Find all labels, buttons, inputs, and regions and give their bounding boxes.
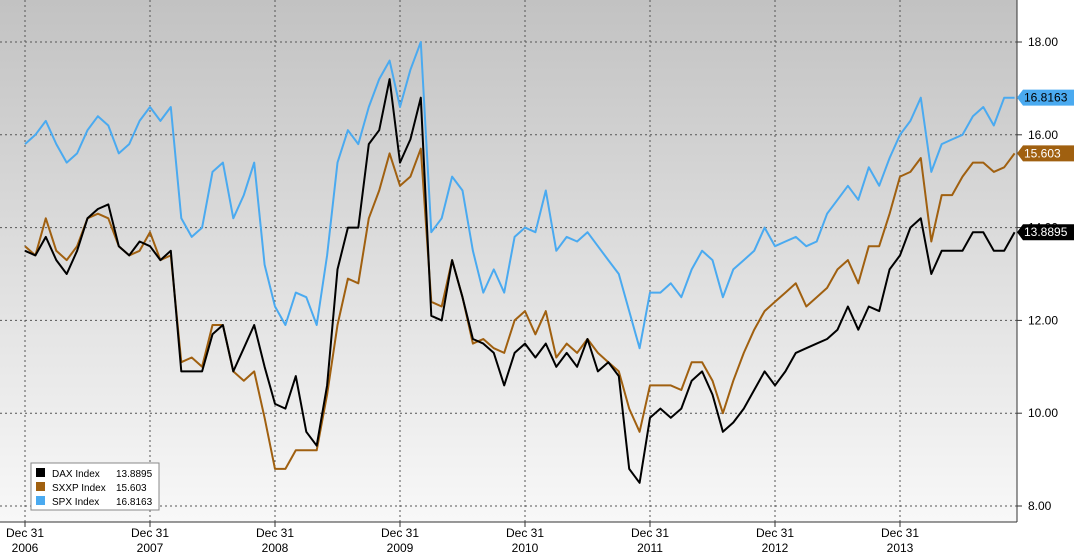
y-tick-label: 12.00 bbox=[1028, 313, 1058, 327]
y-tick-label: 16.00 bbox=[1028, 128, 1058, 142]
x-tick-label: Dec 31 bbox=[256, 526, 294, 540]
x-tick-year-label: 2008 bbox=[262, 541, 289, 555]
x-tick-year-label: 2011 bbox=[637, 541, 663, 555]
legend-swatch-dax bbox=[36, 468, 45, 477]
last-value-tag-dax bbox=[1017, 224, 1074, 241]
x-tick-label: Dec 31 bbox=[881, 526, 919, 540]
x-tick-year-label: 2012 bbox=[762, 541, 789, 555]
legend-box bbox=[30, 462, 160, 511]
legend-label-spx: SPX Index bbox=[52, 497, 99, 508]
series-line-dax bbox=[24, 78, 1016, 484]
x-tick-year-label: 2009 bbox=[387, 541, 414, 555]
gridlines bbox=[0, 0, 1017, 522]
y-axis-panel bbox=[1017, 0, 1074, 555]
series-line-sxxp bbox=[24, 147, 1016, 470]
y-tick-label: 10.00 bbox=[1028, 406, 1058, 420]
legend-swatch-spx bbox=[36, 496, 45, 505]
y-tick-label: 8.00 bbox=[1028, 499, 1052, 513]
last-value-label-sxxp: 15.603 bbox=[1024, 146, 1061, 160]
x-tick-year-label: 2010 bbox=[512, 541, 539, 555]
x-tick-label: Dec 31 bbox=[506, 526, 544, 540]
last-value-tags: 13.8895 15.603 16.8163 bbox=[1017, 89, 1074, 241]
x-tick-year-label: 2007 bbox=[137, 541, 164, 555]
legend-value-dax: 13.8895 bbox=[116, 469, 153, 480]
legend: DAX Index 13.8895 SXXP Index 15.603 SPX … bbox=[30, 462, 160, 511]
series-line-spx bbox=[24, 41, 1015, 350]
x-axis-panel bbox=[0, 522, 1074, 555]
x-tick-label: Dec 31 bbox=[131, 526, 169, 540]
last-value-label-spx: 16.8163 bbox=[1024, 91, 1068, 105]
legend-label-sxxp: SXXP Index bbox=[52, 483, 106, 494]
x-tick-label: Dec 31 bbox=[6, 526, 44, 540]
x-tick-label: Dec 31 bbox=[756, 526, 794, 540]
x-tick-year-label: 2006 bbox=[12, 541, 39, 555]
y-tick-label: 18.00 bbox=[1028, 35, 1058, 49]
x-tick-year-label: 2013 bbox=[887, 541, 914, 555]
last-value-label-dax: 13.8895 bbox=[1024, 225, 1068, 239]
x-tick-label: Dec 31 bbox=[631, 526, 669, 540]
series-lines bbox=[24, 41, 1016, 484]
legend-label-dax: DAX Index bbox=[52, 469, 100, 480]
last-value-tag-spx bbox=[1017, 89, 1074, 106]
legend-swatch-sxxp bbox=[36, 482, 45, 491]
x-tick-label: Dec 31 bbox=[381, 526, 419, 540]
last-value-tag-sxxp bbox=[1017, 145, 1074, 162]
legend-value-spx: 16.8163 bbox=[116, 497, 153, 508]
legend-value-sxxp: 15.603 bbox=[116, 483, 147, 494]
